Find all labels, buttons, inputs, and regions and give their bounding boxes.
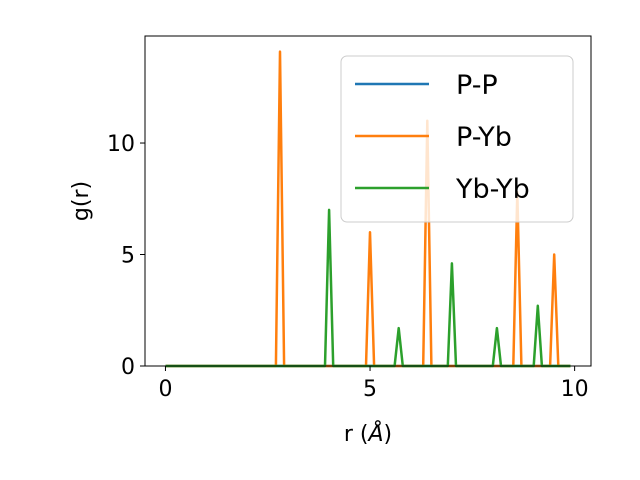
y-tick-label: 5 [121, 244, 135, 269]
y-tick-label: 10 [107, 132, 135, 157]
legend: P-P P-Yb Yb-Yb [340, 55, 574, 223]
legend-label: P-P [456, 70, 498, 101]
legend-box [340, 55, 574, 223]
x-tick-label: 0 [158, 377, 172, 402]
y-tick-label: 0 [121, 355, 135, 380]
legend-label: P-Yb [456, 122, 512, 153]
plot-frame [144, 35, 592, 367]
legend-label: Yb-Yb [455, 174, 530, 205]
y-axis: 0 5 10 [107, 132, 145, 380]
x-tick-label: 10 [561, 377, 589, 402]
x-tick-label: 5 [363, 377, 377, 402]
x-axis-label: r (Å) [344, 420, 392, 447]
x-axis: 0 5 10 [158, 366, 589, 402]
series-line-yb-yb [165, 208, 571, 368]
y-axis-label: g(r) [69, 181, 94, 221]
